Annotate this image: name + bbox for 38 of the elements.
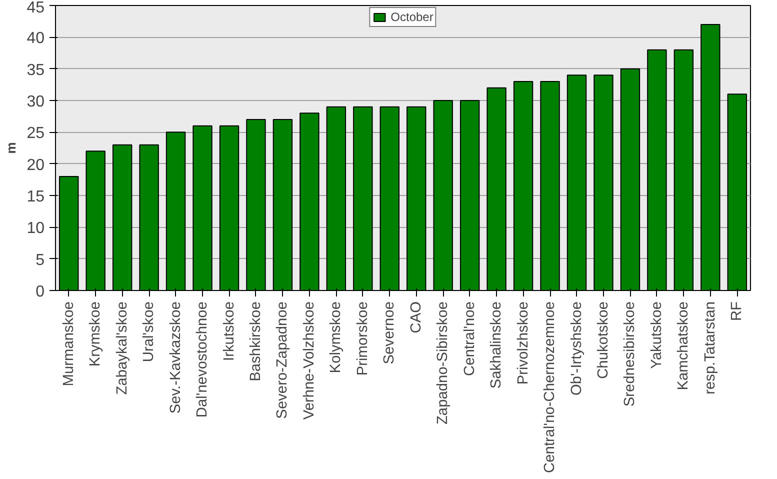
y-tick-label: 25 (26, 125, 45, 142)
x-tick-label: Severnoe (382, 301, 398, 364)
x-tick-label: Kamchatskoe (676, 302, 692, 390)
x-tick-label: Primorskoe (354, 301, 371, 376)
x-tick-label: Yakutskoe (648, 301, 665, 369)
x-tick-label: CAO (408, 301, 424, 334)
x-tick-label: Verhne-Volzhskoe (301, 301, 318, 420)
x-tick-label: Sakhalinskoe (488, 301, 505, 389)
x-tick-label: Ural'skoe (141, 301, 158, 362)
x-tick-label: Kolymskoe (328, 301, 344, 374)
y-tick-label: 15 (26, 188, 45, 206)
x-tick-label: RF (729, 301, 746, 322)
x-tick-label: Central'noe (462, 302, 478, 376)
x-tick-label: Srednesibirskoe (622, 302, 638, 407)
y-tick-label: 10 (26, 220, 45, 238)
x-tick-label: Severo-Zapadnoe (274, 301, 291, 419)
x-tick-label: Central'no-Chernozemnoe (542, 301, 558, 473)
x-tick-label: Murmanskoe (60, 301, 77, 386)
x-tick-label: Irkutskoe (221, 301, 238, 361)
x-tick-label: Krymskoe (88, 301, 104, 367)
y-tick-label: 20 (26, 156, 45, 174)
y-tick-label: 45 (26, 0, 45, 16)
legend-label: October (390, 10, 434, 24)
y-axis-title: m (4, 142, 19, 154)
x-tick-label: Sev.-Kavkazskoe (168, 302, 184, 414)
y-tick-label: 35 (26, 62, 45, 79)
x-tick-label: Zapadno-Sibirskoe (435, 301, 452, 425)
y-tick-label: 30 (26, 94, 45, 110)
x-tick-label: Ob'-Irtyshskoe (568, 301, 585, 396)
x-tick-label: Bashkirskoe (248, 301, 264, 382)
x-tick-label: Zabaykal'skoe (114, 301, 130, 395)
x-tick-label: resp.Tatarstan (702, 301, 718, 394)
x-tick-label: Chukotskoe (595, 301, 612, 379)
x-tick-label: Privolzhskoe (515, 301, 532, 385)
x-tick-label: Dal'nevostochnoe (194, 301, 211, 418)
y-tick-label: 0 (36, 284, 45, 300)
y-tick-label: 5 (36, 252, 45, 269)
y-tick-label: 40 (26, 30, 45, 48)
